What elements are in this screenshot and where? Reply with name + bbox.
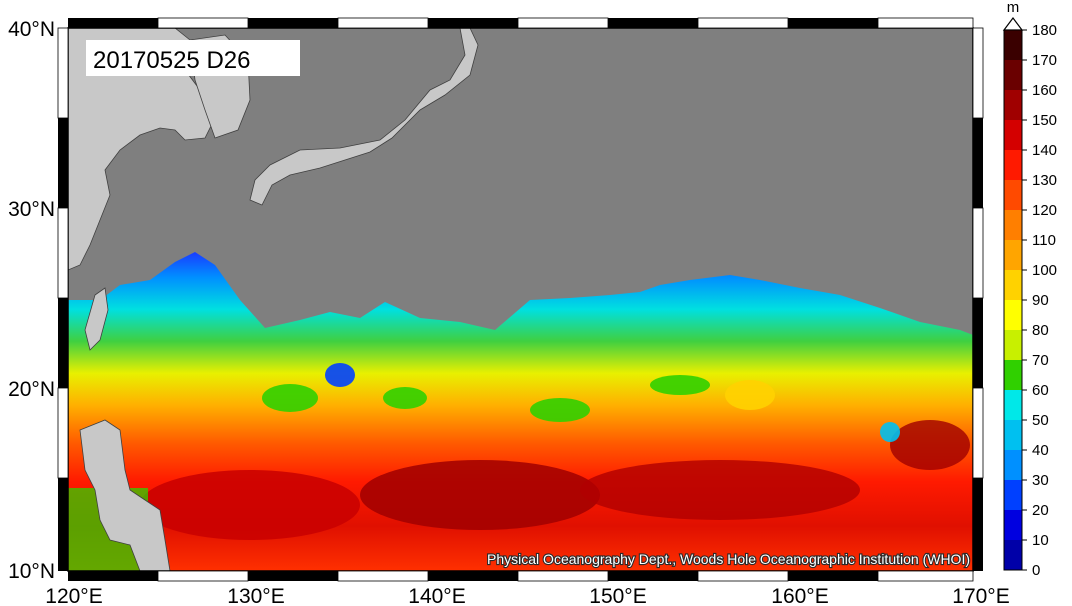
colorbar-label: 150 bbox=[1032, 112, 1057, 129]
colorbar-swatch bbox=[1004, 270, 1022, 301]
colorbar-label: 10 bbox=[1032, 532, 1049, 549]
lon-label-130: 130°E bbox=[227, 585, 284, 606]
colorbar-label: 170 bbox=[1032, 52, 1057, 69]
eddy-2 bbox=[383, 387, 427, 409]
colorbar-swatch bbox=[1004, 390, 1022, 421]
lon-label-170: 170°E bbox=[952, 585, 1009, 606]
colorbar-swatch bbox=[1004, 90, 1022, 121]
colorbar-label: 80 bbox=[1032, 322, 1049, 339]
colorbar-label: 60 bbox=[1032, 382, 1049, 399]
eddy-3 bbox=[530, 398, 590, 422]
date-stamp-text: 20170525 D26 bbox=[93, 47, 250, 74]
land-japan bbox=[249, 28, 479, 206]
colorbar-swatch bbox=[1004, 420, 1022, 451]
lat-label-30: 30°N bbox=[8, 198, 55, 221]
colorbar-swatch bbox=[1004, 300, 1022, 331]
lat-axis: 40°N 30°N 20°N 10°N bbox=[8, 18, 55, 583]
colorbar-label: 70 bbox=[1032, 352, 1049, 369]
lat-label-10: 10°N bbox=[8, 560, 55, 583]
lat-label-20: 20°N bbox=[8, 378, 55, 401]
colorbar-label: 130 bbox=[1032, 172, 1057, 189]
colorbar-swatch bbox=[1004, 120, 1022, 151]
colorbar-swatch bbox=[1004, 510, 1022, 541]
colorbar-swatch bbox=[1004, 60, 1022, 91]
colorbar-label: 110 bbox=[1032, 232, 1056, 249]
colorbar-label: 50 bbox=[1032, 412, 1049, 429]
lat-label-40: 40°N bbox=[8, 18, 55, 41]
lon-label-120: 120°E bbox=[45, 585, 102, 606]
eddy-5 bbox=[725, 380, 775, 410]
eddy-1 bbox=[262, 384, 318, 412]
colorbar: m 18017016015014013012011010090807060504… bbox=[1002, 0, 1057, 579]
colorbar-label: 160 bbox=[1032, 82, 1057, 99]
colorbar-swatch bbox=[1004, 330, 1022, 361]
colorbar-label: 0 bbox=[1032, 562, 1040, 579]
colorbar-swatch bbox=[1004, 180, 1022, 211]
colorbar-label: 120 bbox=[1032, 202, 1057, 219]
colorbar-label: 140 bbox=[1032, 142, 1057, 159]
lon-label-140: 140°E bbox=[408, 585, 465, 606]
colorbar-label: 20 bbox=[1032, 502, 1049, 519]
colorbar-unit: m bbox=[1007, 0, 1020, 16]
frame-ticks bbox=[57, 17, 984, 582]
colorbar-swatch bbox=[1004, 450, 1022, 481]
plot-area bbox=[68, 28, 973, 571]
colorbar-extend-arrow bbox=[1002, 17, 1024, 31]
colorbar-swatch bbox=[1004, 480, 1022, 511]
lon-axis: 120°E 130°E 140°E 150°E 160°E 170°E bbox=[45, 585, 1009, 606]
colorbar-label: 100 bbox=[1032, 262, 1057, 279]
colorbar-swatch bbox=[1004, 240, 1022, 271]
deep-core-far-east bbox=[890, 420, 970, 470]
land-philippines bbox=[79, 419, 171, 571]
colorbar-label: 40 bbox=[1032, 442, 1049, 459]
credit-line: Physical Oceanography Dept., Woods Hole … bbox=[487, 551, 970, 567]
colorbar-swatch bbox=[1004, 360, 1022, 391]
lon-label-150: 150°E bbox=[589, 585, 646, 606]
eddy-7 bbox=[880, 422, 900, 442]
colorbar-label: 30 bbox=[1032, 472, 1049, 489]
colorbar-swatch bbox=[1004, 540, 1022, 571]
colorbar-label: 180 bbox=[1032, 22, 1057, 39]
lon-label-160: 160°E bbox=[771, 585, 828, 606]
date-stamp: 20170525 D26 bbox=[86, 40, 300, 76]
deep-core-east bbox=[580, 460, 860, 520]
eddy-4 bbox=[650, 375, 710, 395]
colorbar-swatch bbox=[1004, 210, 1022, 241]
eddy-6 bbox=[325, 363, 355, 387]
colorbar-swatch bbox=[1004, 30, 1022, 61]
deep-core-west bbox=[140, 470, 360, 540]
colorbar-swatch bbox=[1004, 150, 1022, 181]
deep-core-central bbox=[360, 460, 600, 530]
colorbar-label: 90 bbox=[1032, 292, 1049, 309]
land-taiwan bbox=[84, 287, 109, 351]
